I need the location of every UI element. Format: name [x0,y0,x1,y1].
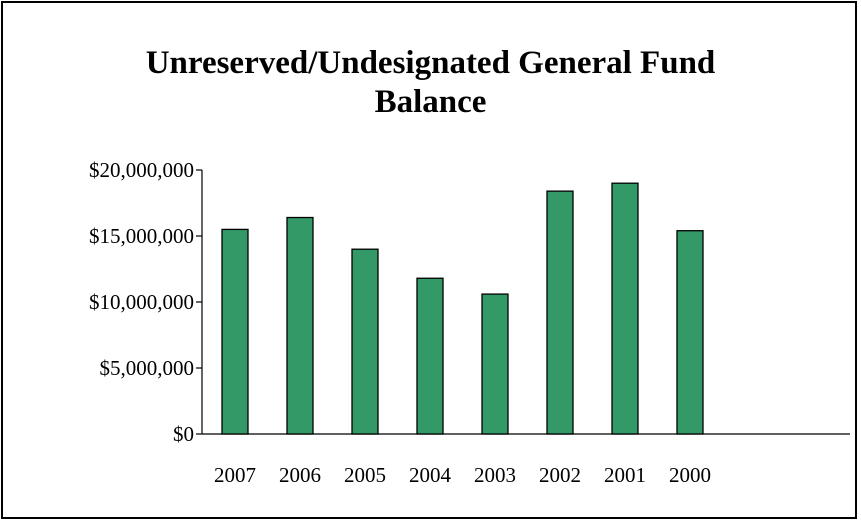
x-tick-label: 2001 [604,463,646,487]
x-tick-labels: 2007 2006 2005 2004 2003 2002 2001 2000 [214,463,711,487]
bar [221,228,249,435]
y-tick-label: $10,000,000 [89,290,194,314]
bar [676,230,704,435]
x-tick-label: 2004 [409,463,452,487]
y-tick-label: $5,000,000 [100,356,195,380]
x-tick-label: 2007 [214,463,256,487]
y-tick-labels: $0 $5,000,000 $10,000,000 $15,000,000 $20,00… [89,158,194,446]
x-tick-label: 2006 [279,463,321,487]
bar [351,248,379,435]
bar [481,293,509,435]
y-tick-label: $20,000,000 [89,158,194,182]
bar [286,216,314,435]
bar [546,190,574,435]
x-tick-label: 2000 [669,463,711,487]
x-tick-label: 2005 [344,463,386,487]
bar [611,182,639,435]
chart-title-line-1: Unreserved/Undesignated General Fund [145,45,716,81]
bar-series [221,182,704,435]
chart-title-line-2: Balance [374,84,487,120]
y-tick-label: $0 [173,422,194,446]
bar [416,277,444,435]
chart-title: Unreserved/Undesignated General Fund Bal… [0,44,861,122]
x-tick-label: 2003 [474,463,516,487]
y-tick-label: $15,000,000 [89,224,194,248]
x-tick-label: 2002 [539,463,581,487]
